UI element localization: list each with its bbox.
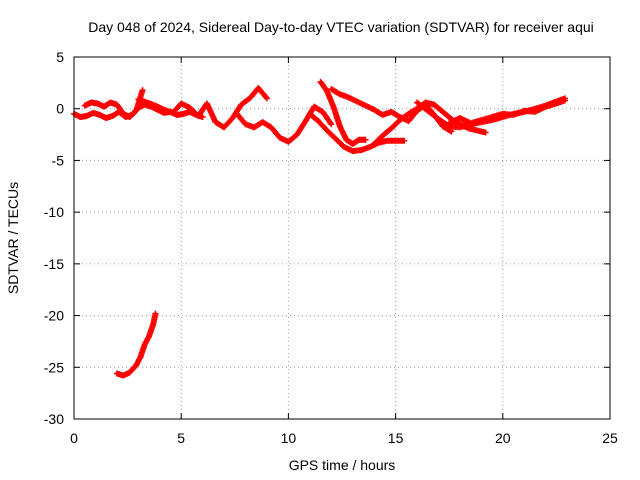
axis-ticks: 0 5 10 15 20 25 5 0 -5 -10 -15 -20 -25 -30 [44,49,618,446]
y-tick-label: -20 [44,308,64,324]
data-point [327,119,334,126]
plot-frame [73,56,611,420]
series-arc-9 [414,95,568,131]
series-arc-4 [233,103,335,145]
series-arc-11 [113,310,159,379]
x-tick-label: 5 [177,430,185,446]
data-point [199,113,206,120]
x-tick-label: 15 [388,430,404,446]
y-tick-label: -10 [44,204,64,220]
data-point [328,121,335,128]
x-tick-label: 25 [602,430,618,446]
series-arc-8 [371,99,489,147]
data-point [152,310,159,317]
data-point [263,95,270,102]
y-tick-label: 5 [56,49,64,65]
x-tick-label: 20 [495,430,511,446]
data-point [263,94,270,101]
y-tick-label: -25 [44,359,64,375]
y-tick-label: 0 [56,101,64,117]
series-arc-5 [317,78,369,147]
chart-title: Day 048 of 2024, Sidereal Day-to-day VTE… [88,19,594,35]
data-point [482,129,489,136]
data-point [448,128,455,135]
series-arc-10 [446,97,568,127]
data-point [401,137,408,144]
y-tick-label: -5 [52,152,65,168]
x-tick-label: 10 [281,430,297,446]
series-arc-6 [306,110,408,155]
data-point [561,97,568,104]
data-series [71,78,568,379]
y-tick-label: -15 [44,256,64,272]
x-axis-title: GPS time / hours [289,457,396,473]
y-axis-title: SDTVAR / TECUs [5,182,21,294]
y-tick-label: -30 [44,411,64,427]
series-arc-3 [135,85,270,131]
data-point [362,136,369,143]
data-point [139,87,146,94]
x-tick-label: 0 [70,430,78,446]
